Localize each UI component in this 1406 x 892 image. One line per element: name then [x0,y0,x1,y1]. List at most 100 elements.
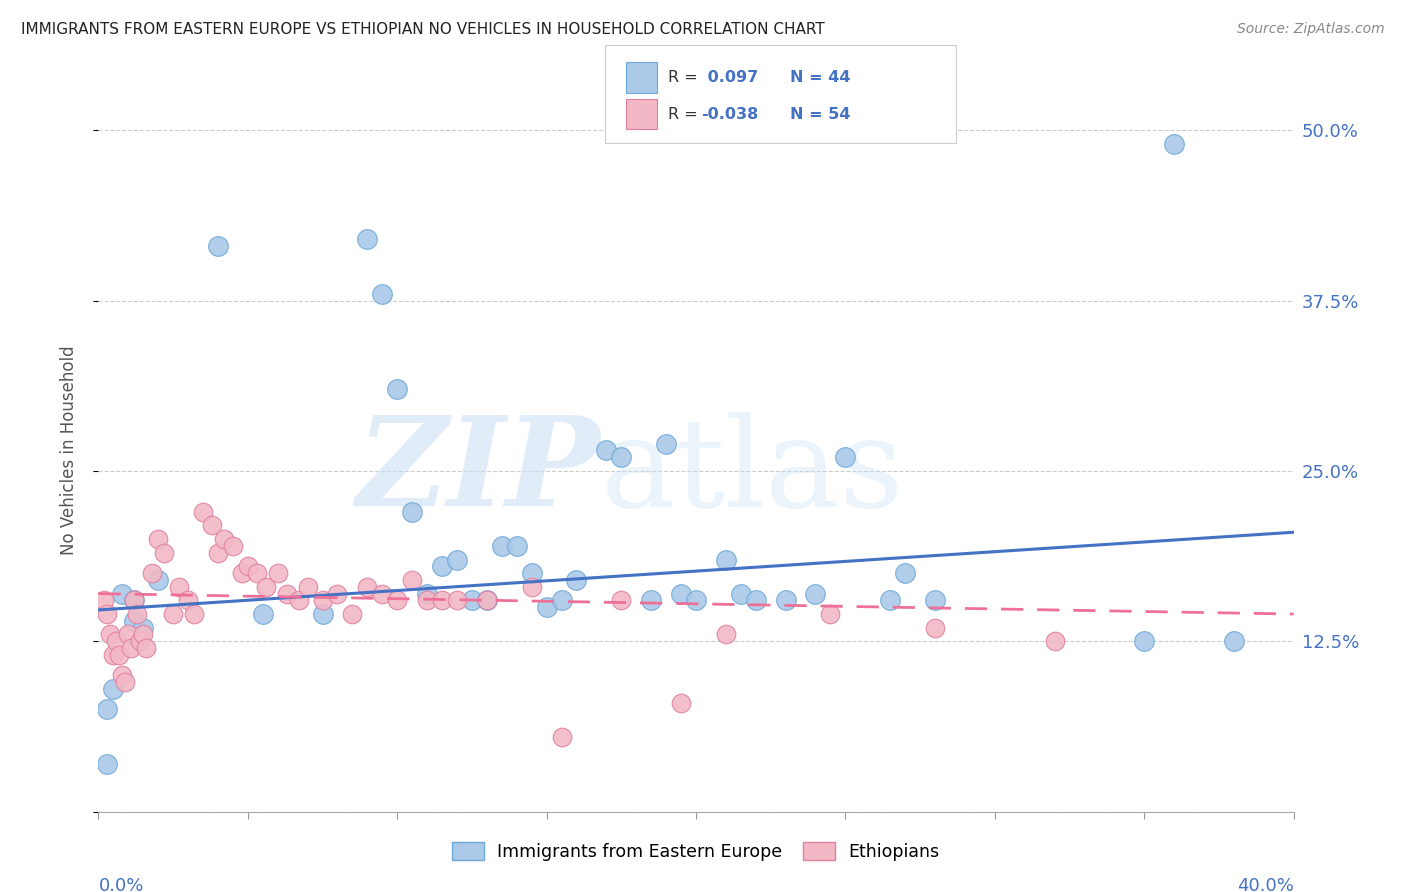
Point [401,573,423,587]
Point [105,634,128,648]
Point [610,593,633,607]
Point [183,607,205,621]
Point [96,702,118,716]
Point [342,607,364,621]
Point [167,580,190,594]
Text: R =: R = [668,107,703,121]
Point [124,593,146,607]
Point [371,286,394,301]
Point [655,436,678,450]
Point [148,573,170,587]
Text: IMMIGRANTS FROM EASTERN EUROPE VS ETHIOPIAN NO VEHICLES IN HOUSEHOLD CORRELATION: IMMIGRANTS FROM EASTERN EUROPE VS ETHIOP… [21,22,825,37]
Point [550,730,572,744]
Point [177,593,200,607]
Point [252,607,274,621]
Point [401,505,423,519]
Point [924,593,946,607]
Point [520,580,543,594]
Point [103,648,125,662]
Point [714,552,737,566]
Point [1043,634,1066,648]
Point [714,627,737,641]
Point [103,681,125,696]
Point [141,566,163,581]
Point [669,586,692,600]
Point [1223,634,1246,648]
Point [132,627,155,641]
Point [356,232,378,246]
Point [108,648,131,662]
Point [536,600,558,615]
Text: N = 54: N = 54 [790,107,851,121]
Point [371,586,394,600]
Point [416,586,439,600]
Point [834,450,856,465]
Point [430,559,453,574]
Point [894,566,917,581]
Point [446,552,468,566]
Point [491,539,513,553]
Point [148,532,170,546]
Point [111,586,134,600]
Point [127,607,149,621]
Text: Source: ZipAtlas.com: Source: ZipAtlas.com [1237,22,1385,37]
Point [610,450,633,465]
Point [669,696,692,710]
Point [640,593,662,607]
Text: 40.0%: 40.0% [1237,877,1294,892]
Point [162,607,184,621]
Point [207,546,229,560]
Text: 0.0%: 0.0% [98,877,143,892]
Point [246,566,269,581]
Point [267,566,290,581]
Point [297,580,319,594]
Point [595,443,617,458]
Point [924,621,946,635]
Point [506,539,529,553]
Text: atlas: atlas [600,411,904,533]
Point [520,566,543,581]
Point [236,559,259,574]
Point [475,593,498,607]
Point [201,518,224,533]
Point [430,593,453,607]
Point [879,593,901,607]
Text: R =: R = [668,70,703,85]
Point [1163,136,1185,151]
Point [191,505,214,519]
Point [96,607,118,621]
Point [326,586,349,600]
Point [550,593,572,607]
Point [132,621,155,635]
Point [446,593,468,607]
Point [385,593,409,607]
Point [114,675,136,690]
Point [135,641,157,656]
Text: ZIP: ZIP [357,411,600,533]
Point [730,586,752,600]
Text: -0.038: -0.038 [702,107,759,121]
Point [207,239,229,253]
Point [117,627,139,641]
Point [820,607,842,621]
Point [461,593,484,607]
Point [276,586,298,600]
Point [254,580,277,594]
Point [111,668,134,682]
Point [129,634,152,648]
Point [124,614,146,628]
Point [98,627,122,641]
Y-axis label: No Vehicles in Household: No Vehicles in Household [59,345,77,556]
Point [416,593,439,607]
Point [153,546,176,560]
Point [311,607,333,621]
Point [287,593,309,607]
Point [311,593,333,607]
Point [685,593,707,607]
Point [804,586,827,600]
Point [775,593,797,607]
Point [231,566,253,581]
Point [93,593,115,607]
Point [222,539,245,553]
Point [356,580,378,594]
